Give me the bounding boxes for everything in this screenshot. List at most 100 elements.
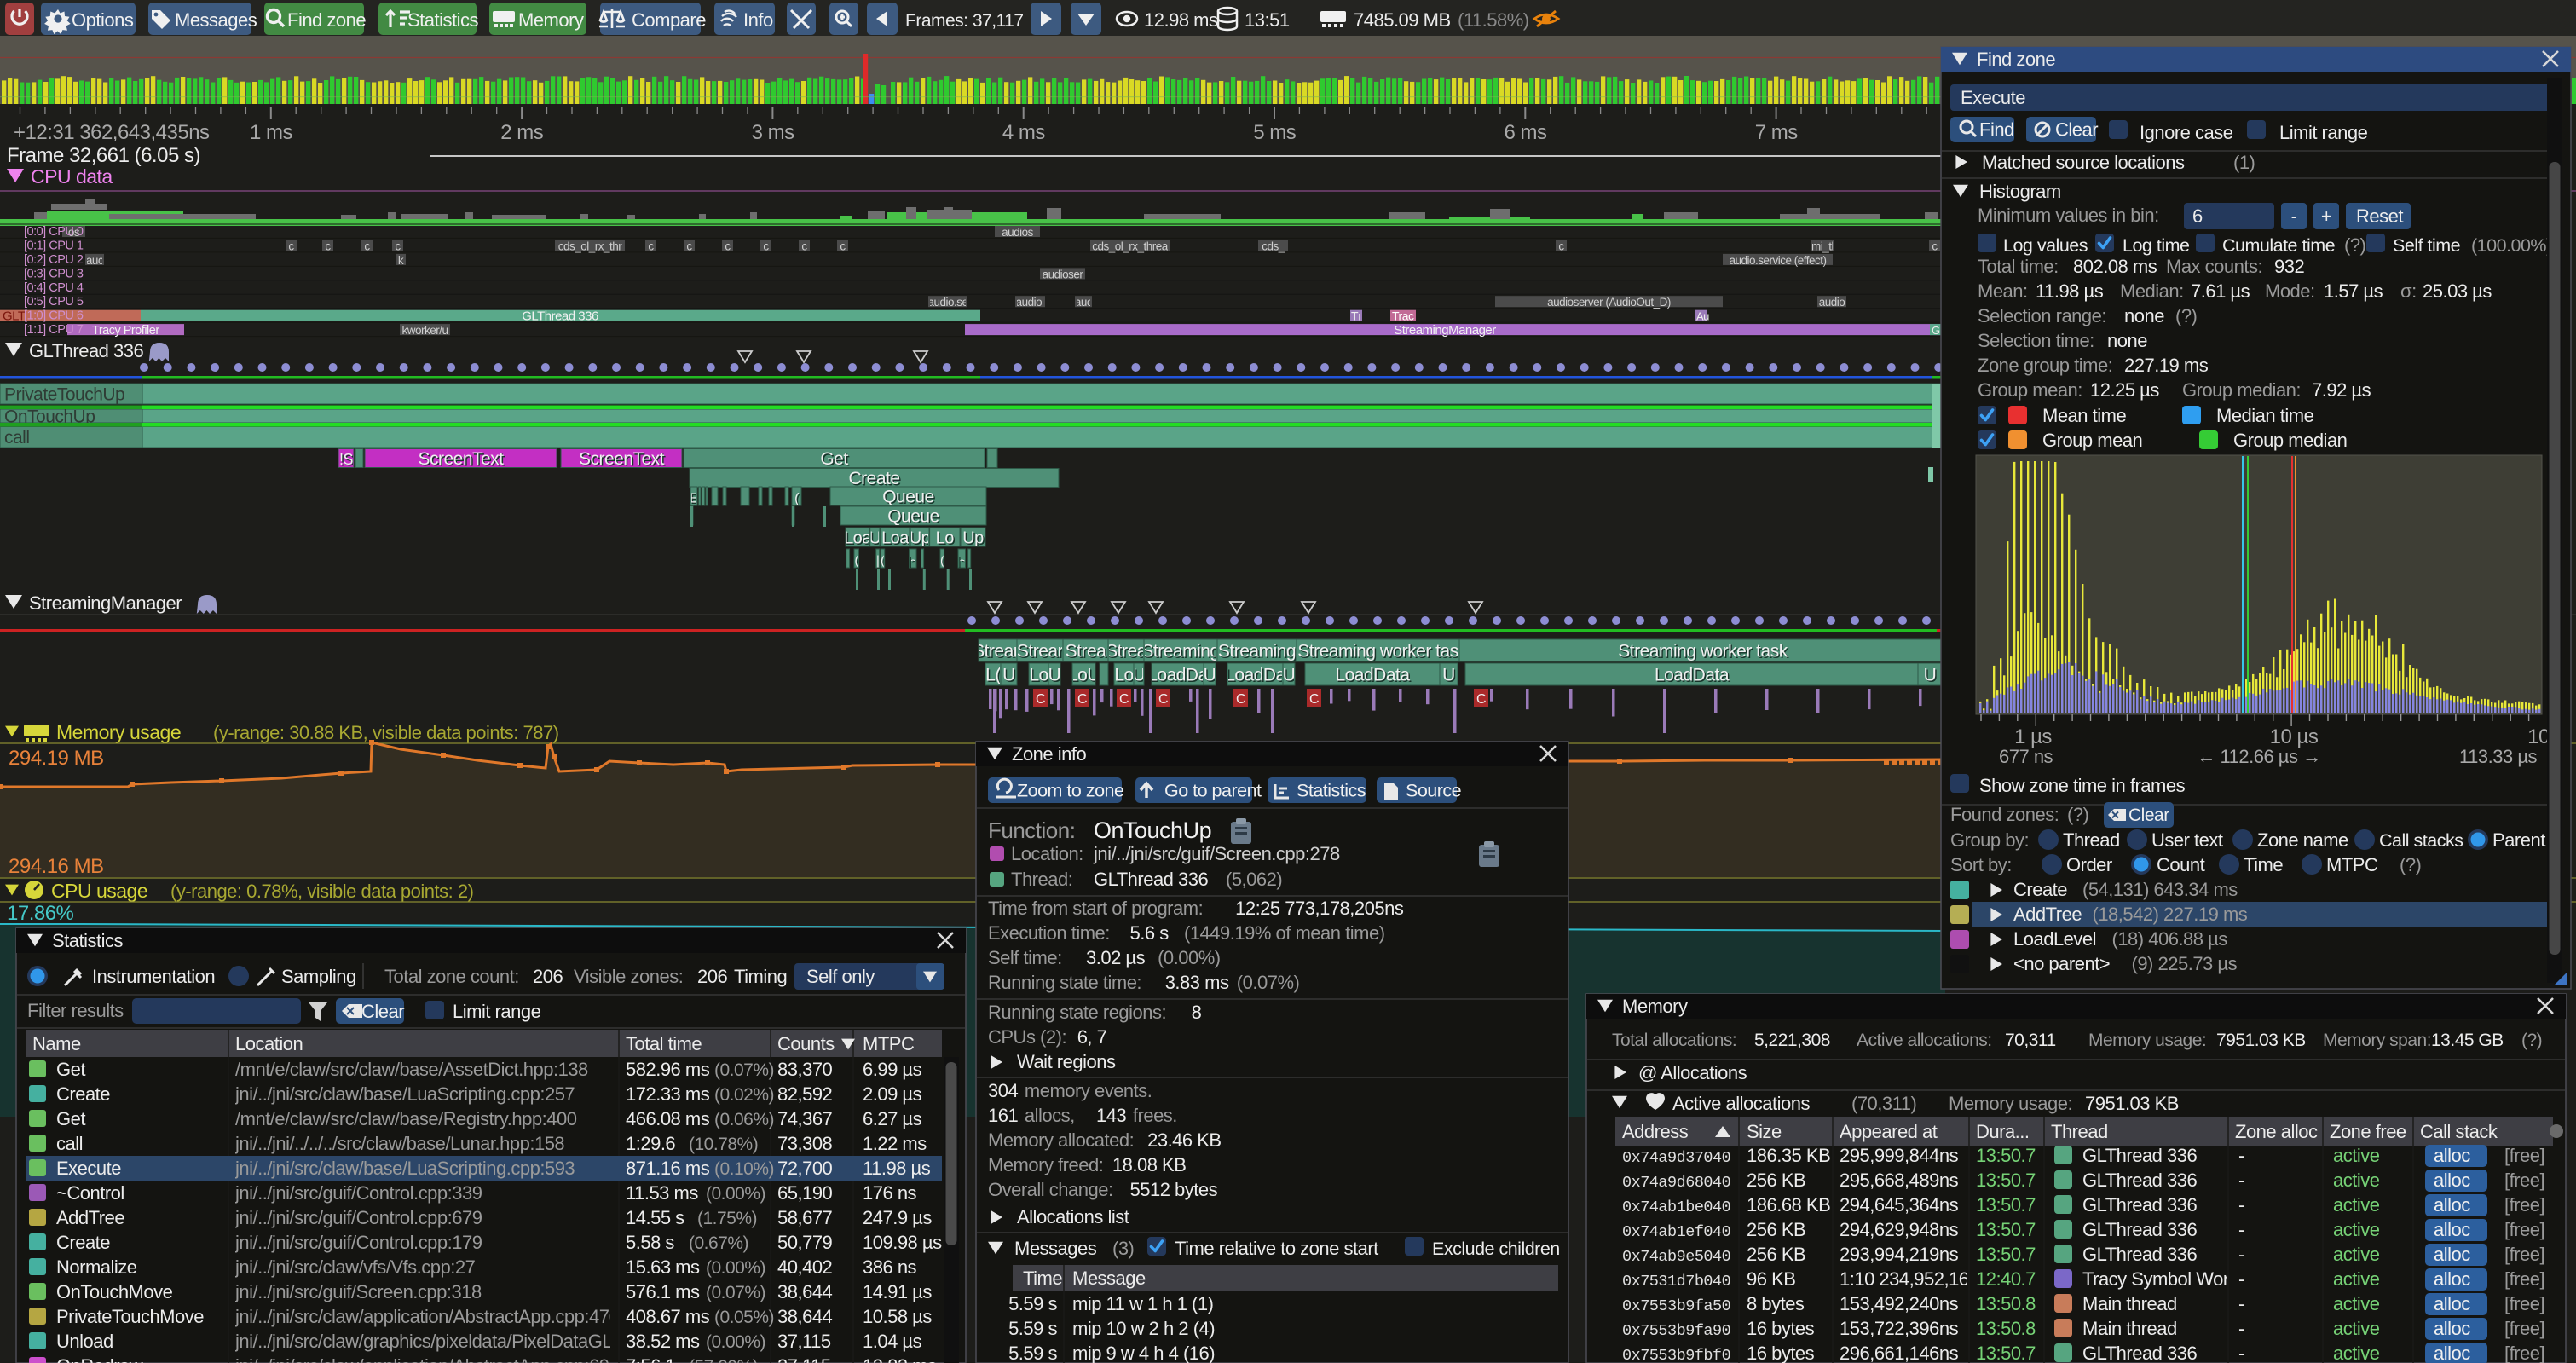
svg-text:Strean: Strean xyxy=(973,642,1023,661)
svg-text:GLThread 336: GLThread 336 xyxy=(522,309,598,324)
svg-text:E: E xyxy=(690,493,699,507)
svg-text:Sort by:: Sort by: xyxy=(1950,854,2012,875)
svg-text:Allocations list: Allocations list xyxy=(1017,1206,1129,1227)
svg-text:Strea: Strea xyxy=(1106,642,1147,661)
svg-text:12.25 µs: 12.25 µs xyxy=(2090,379,2159,401)
svg-text:0x74a9d37040: 0x74a9d37040 xyxy=(1622,1149,1730,1167)
svg-text:active: active xyxy=(2333,1244,2380,1265)
svg-text:LoadDa: LoadDa xyxy=(1147,666,1208,685)
svg-text:-: - xyxy=(2291,205,2297,227)
svg-text:CPU data: CPU data xyxy=(31,165,113,188)
svg-text:Memory usage:: Memory usage: xyxy=(1949,1093,2072,1114)
svg-text:σ:: σ: xyxy=(2400,280,2417,302)
svg-text:(0.07%): (0.07%) xyxy=(1237,972,1300,993)
svg-text:(0.07%): (0.07%) xyxy=(714,1060,774,1080)
svg-text:Strea: Strea xyxy=(1066,642,1107,661)
svg-text:Statistics: Statistics xyxy=(407,9,479,31)
svg-text:7:56.1: 7:56.1 xyxy=(626,1355,675,1363)
svg-text:5.59 s: 5.59 s xyxy=(1008,1343,1057,1363)
svg-text:(?): (?) xyxy=(2067,804,2088,825)
svg-text:Group median: Group median xyxy=(2233,430,2347,451)
svg-text:|~: |~ xyxy=(908,554,918,569)
svg-text:256 KB: 256 KB xyxy=(1747,1219,1805,1240)
svg-text:!S: !S xyxy=(340,453,355,470)
svg-text:153,492,240ns: 153,492,240ns xyxy=(1840,1293,1959,1314)
svg-text:5.58 s: 5.58 s xyxy=(626,1232,674,1253)
svg-text:(: ( xyxy=(855,554,859,569)
svg-text:176 ns: 176 ns xyxy=(863,1182,917,1204)
svg-text:active: active xyxy=(2333,1293,2380,1314)
svg-text:Total allocations:: Total allocations: xyxy=(1612,1031,1736,1050)
svg-text:(y-range: 30.88 KB, visible da: (y-range: 30.88 KB, visible data points:… xyxy=(213,722,559,743)
svg-text:2 ms: 2 ms xyxy=(500,121,544,144)
svg-text:Active allocations: Active allocations xyxy=(1672,1093,1810,1114)
svg-text:C: C xyxy=(1476,692,1486,707)
svg-text:38.52 ms: 38.52 ms xyxy=(626,1331,700,1352)
svg-text:5512 bytes: 5512 bytes xyxy=(1130,1179,1218,1200)
svg-text:Group by:: Group by: xyxy=(1950,829,2029,851)
svg-text:Active allocations:: Active allocations: xyxy=(1857,1031,1992,1050)
svg-text:jni/../jni/src/guif/Control.cp: jni/../jni/src/guif/Control.cpp:339 xyxy=(234,1182,482,1204)
svg-text:[free]: [free] xyxy=(2504,1244,2544,1265)
svg-text:Strear: Strear xyxy=(1017,642,1064,661)
svg-text:Compare: Compare xyxy=(632,9,706,31)
svg-text:cds_ol_rx_thr: cds_ol_rx_thr xyxy=(558,240,623,252)
svg-text:Get: Get xyxy=(822,451,850,471)
svg-text:Filter results: Filter results xyxy=(27,1000,124,1021)
svg-text:Memory allocated:: Memory allocated: xyxy=(988,1129,1134,1151)
svg-text:Reset: Reset xyxy=(2356,205,2403,227)
svg-text:296,661,146ns: 296,661,146ns xyxy=(1840,1343,1959,1363)
svg-text:(0.67%): (0.67%) xyxy=(689,1233,748,1253)
svg-text:Find zone: Find zone xyxy=(287,9,366,31)
svg-text:Main thread: Main thread xyxy=(2082,1293,2177,1314)
svg-text:GLThread 336: GLThread 336 xyxy=(2082,1145,2198,1166)
svg-text:U: U xyxy=(1284,667,1297,686)
svg-text:alloc: alloc xyxy=(2434,1194,2470,1216)
svg-text:Options: Options xyxy=(72,9,134,31)
svg-text:247.9 µs: 247.9 µs xyxy=(863,1207,932,1228)
svg-text:Median:: Median: xyxy=(2120,280,2184,302)
svg-text:active: active xyxy=(2333,1194,2380,1216)
svg-text:13.45 GB: 13.45 GB xyxy=(2431,1031,2504,1050)
svg-text:Visible zones:: Visible zones: xyxy=(574,966,683,987)
svg-text:os: os xyxy=(68,226,80,239)
svg-text:1 ms: 1 ms xyxy=(250,121,293,144)
svg-text:(?): (?) xyxy=(2175,305,2197,326)
svg-text:0x74ab1ef040: 0x74ab1ef040 xyxy=(1622,1223,1730,1241)
svg-text:Loa: Loa xyxy=(846,530,874,549)
svg-text:Up: Up xyxy=(910,529,931,548)
svg-text:Up: Up xyxy=(964,530,985,549)
svg-text:Clear: Clear xyxy=(361,1001,404,1022)
svg-text:[1:1] CPU 7: [1:1] CPU 7 xyxy=(24,323,84,337)
svg-text:83,370: 83,370 xyxy=(777,1059,833,1080)
svg-text:jni/../jni/src/guif/Screen.cpp: jni/../jni/src/guif/Screen.cpp:318 xyxy=(234,1281,482,1302)
svg-text:5,221,308: 5,221,308 xyxy=(1754,1031,1830,1050)
svg-text:-: - xyxy=(2238,1244,2244,1265)
svg-text:Loa: Loa xyxy=(883,530,911,549)
svg-text:|: | xyxy=(877,555,880,569)
svg-text:U: U xyxy=(1133,666,1146,685)
svg-text:CPU usage: CPU usage xyxy=(51,880,147,902)
svg-text:Name: Name xyxy=(32,1033,81,1054)
svg-text:CPUs (2):: CPUs (2): xyxy=(988,1026,1066,1048)
svg-text:Total time:: Total time: xyxy=(1978,256,2059,277)
svg-text:3.83 ms: 3.83 ms xyxy=(1165,972,1229,993)
svg-text:Tracy Symbol Work‹: Tracy Symbol Work‹ xyxy=(2082,1268,2244,1290)
svg-text:Location: Location xyxy=(235,1033,303,1054)
svg-text:jni/../jni/src/claw/base/LuaSc: jni/../jni/src/claw/base/LuaScripting.cp… xyxy=(234,1158,575,1179)
svg-text:294,645,364ns: 294,645,364ns xyxy=(1840,1194,1959,1216)
svg-text:13:50.8: 13:50.8 xyxy=(1976,1293,2036,1314)
svg-text:LoadData: LoadData xyxy=(1655,667,1730,686)
svg-text:Execute: Execute xyxy=(56,1158,121,1179)
svg-text:295,999,844ns: 295,999,844ns xyxy=(1840,1145,1959,1166)
svg-text:Loa: Loa xyxy=(844,529,872,548)
svg-text:(?): (?) xyxy=(2344,234,2365,256)
svg-text:18.08 KB: 18.08 KB xyxy=(1112,1154,1187,1175)
svg-text:(?): (?) xyxy=(2400,854,2421,875)
svg-text:Statistics: Statistics xyxy=(1297,781,1366,801)
svg-text:Up: Up xyxy=(910,530,932,549)
svg-text:audioser: audioser xyxy=(1043,268,1084,280)
svg-text:466.08 ms: 466.08 ms xyxy=(626,1108,710,1129)
svg-text:Frames: 37,117: Frames: 37,117 xyxy=(905,11,1024,31)
svg-text:0x7553b9fbf0: 0x7553b9fbf0 xyxy=(1622,1347,1730,1363)
